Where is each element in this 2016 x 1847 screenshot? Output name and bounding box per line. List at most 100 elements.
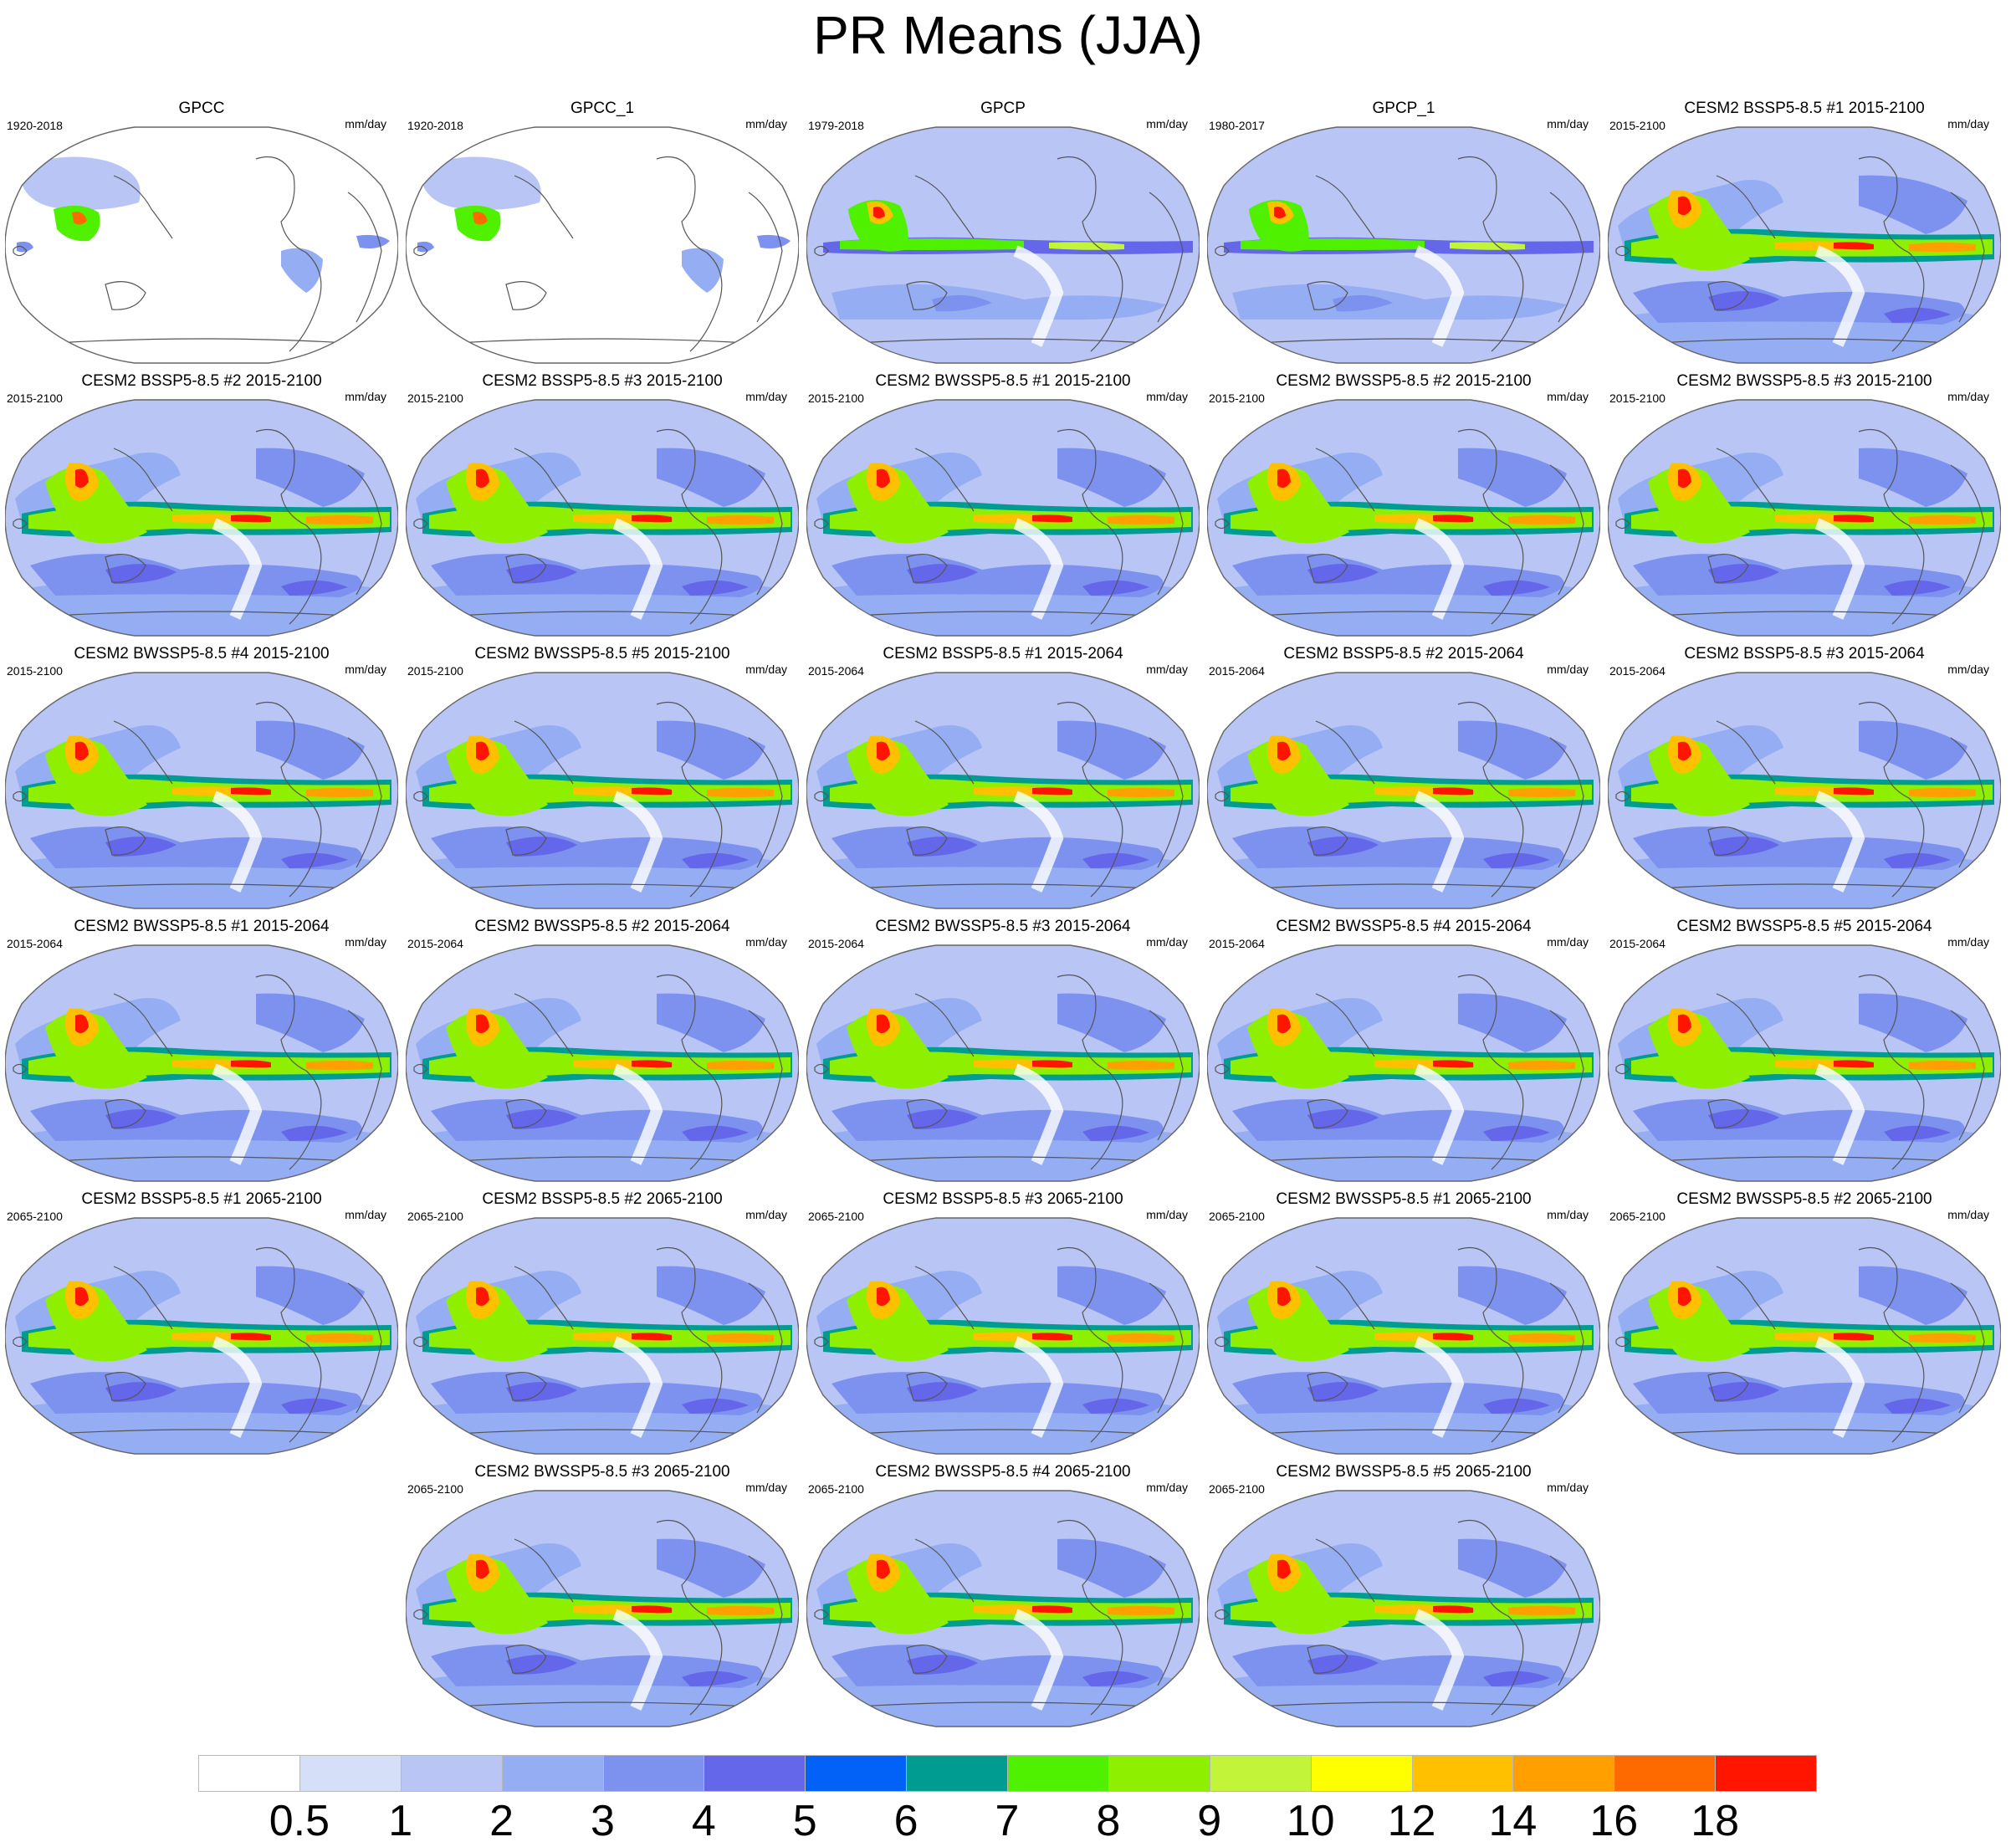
coastline: [413, 1063, 428, 1075]
precip-contour: [1049, 242, 1124, 250]
precip-contour: [1458, 1538, 1567, 1598]
panel-period-label: 2015-2064: [1209, 664, 1265, 678]
panel-period-label: 2065-2100: [808, 1210, 864, 1223]
dry-zone: [1013, 790, 1064, 893]
precip-contour: [506, 564, 577, 584]
map-outline: [5, 1217, 398, 1455]
panel-units-label: mm/day: [745, 935, 787, 949]
map-panel: CESM2 BWSSP5-8.5 #5 2015-2064 2015-2064 mm…: [1608, 917, 2001, 1184]
coastline: [1315, 448, 1375, 512]
precip-contour: [907, 1109, 978, 1129]
colorbar-tick-label: 4: [691, 1797, 716, 1845]
precip-contour: [707, 1061, 774, 1070]
precip-contour: [231, 1333, 271, 1341]
colorbar-swatch: [299, 1755, 402, 1792]
map-outline: [806, 944, 1200, 1182]
coastline: [1215, 1609, 1230, 1620]
coastline: [413, 1336, 428, 1348]
coastline: [514, 993, 574, 1057]
precip-contour: [476, 1014, 489, 1034]
coastline: [54, 338, 349, 344]
precip-contour: [1508, 515, 1575, 524]
colorbar-swatch: [704, 1755, 806, 1792]
precip-contour: [256, 993, 365, 1052]
precip-map: [5, 126, 398, 364]
coastline: [105, 1372, 146, 1401]
precip-contour: [1708, 1109, 1779, 1129]
precip-contour: [1859, 720, 1967, 780]
precip-map: [1608, 1217, 2001, 1455]
map-panel: CESM2 BWSSP5-8.5 #1 2015-2100 2015-2100 mm…: [806, 371, 1200, 639]
coastline: [1057, 428, 1123, 625]
panel-units-label: mm/day: [1947, 390, 1989, 403]
precip-contour: [1232, 284, 1567, 320]
coastline: [856, 1701, 1150, 1707]
map-outline: [406, 1217, 799, 1455]
coastline: [1615, 1336, 1630, 1348]
dry-zone: [1414, 790, 1465, 893]
panel-units-label: mm/day: [345, 1208, 386, 1221]
coastline: [1457, 1519, 1524, 1716]
map-outline: [806, 672, 1200, 909]
panel-period-label: 2015-2100: [7, 391, 63, 405]
coastline: [914, 175, 975, 239]
panel-units-label: mm/day: [1146, 390, 1188, 403]
coastline: [906, 554, 948, 583]
coastline: [1716, 993, 1776, 1057]
map-panel: CESM2 BSSP5-8.5 #3 2065-2100 2065-2100 mm/…: [806, 1190, 1200, 1457]
dry-zone: [212, 1336, 263, 1438]
coastline: [105, 826, 146, 856]
coastline: [105, 554, 146, 583]
precip-contour: [831, 826, 1164, 870]
dry-zone: [1814, 1063, 1865, 1165]
map-outline: [5, 672, 398, 909]
precip-map: [1207, 126, 1600, 364]
colorbar-tick-label: 9: [1197, 1797, 1222, 1845]
precip-contour: [431, 1099, 763, 1143]
precip-contour: [1859, 175, 1967, 234]
panel-period-label: 2015-2100: [407, 391, 463, 405]
precip-contour: [1333, 294, 1393, 312]
precip-contour: [17, 241, 33, 253]
precip-contour: [877, 1014, 890, 1034]
precip-contour: [657, 1538, 765, 1598]
coastline: [413, 245, 428, 257]
precip-contour: [356, 234, 390, 248]
coastline: [505, 554, 547, 583]
coastline: [856, 338, 1150, 344]
precip-contour: [1834, 242, 1874, 250]
coastline: [1657, 883, 1952, 889]
precip-contour: [1678, 1014, 1691, 1034]
map-panel: CESM2 BWSSP5-8.5 #1 2015-2064 2015-2064 mm…: [5, 917, 398, 1184]
precip-contour: [1082, 580, 1149, 596]
precip-contour: [1909, 788, 1976, 797]
panel-units-label: mm/day: [1547, 117, 1589, 130]
coastline: [347, 192, 382, 323]
coastline: [914, 448, 975, 512]
precip-contour: [877, 468, 890, 489]
coastline: [13, 1063, 28, 1075]
precip-contour: [1232, 554, 1564, 597]
precip-contour: [1859, 993, 1967, 1052]
colorbar-swatch: [1512, 1755, 1615, 1792]
dry-zone: [1814, 1336, 1865, 1438]
map-panel: CESM2 BSSP5-8.5 #2 2065-2100 2065-2100 mm/…: [406, 1190, 799, 1457]
precip-contour: [1678, 1287, 1691, 1307]
precip-map: [806, 1490, 1200, 1727]
coastline: [455, 883, 750, 889]
coastline: [1716, 720, 1776, 785]
precip-contour: [1232, 826, 1564, 870]
coastline: [814, 1063, 829, 1075]
precip-contour: [1307, 837, 1379, 857]
precip-contour: [1909, 515, 1976, 524]
panel-title: CESM2 BSSP5-8.5 #3 2015-2064: [1684, 645, 1925, 663]
coastline: [13, 1336, 28, 1348]
precip-contour: [1483, 580, 1550, 596]
dry-zone: [212, 1063, 263, 1165]
map-outline: [1207, 1217, 1600, 1455]
map-panel: GPCC 1920-2018 mm/day: [5, 99, 398, 366]
coastline: [814, 1336, 829, 1348]
map-outline: [1608, 399, 2001, 637]
coastline: [1716, 175, 1776, 239]
precip-contour: [907, 837, 978, 857]
